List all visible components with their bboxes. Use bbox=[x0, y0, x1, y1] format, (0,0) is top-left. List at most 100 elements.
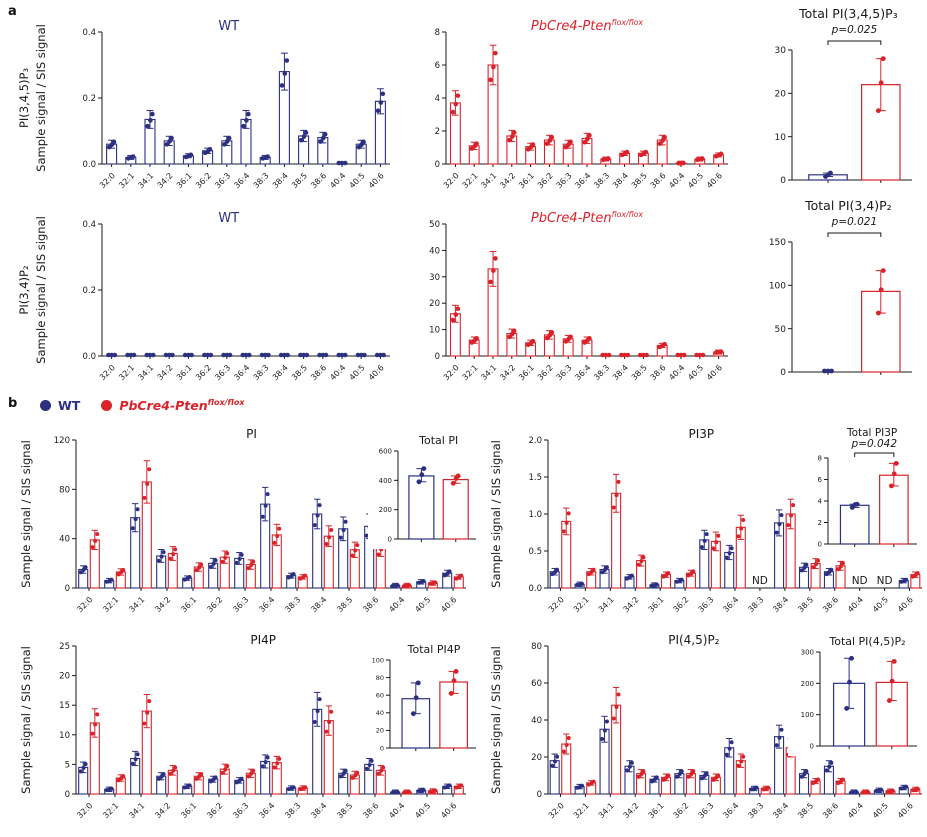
svg-text:38:4: 38:4 bbox=[771, 801, 790, 820]
svg-text:4: 4 bbox=[435, 94, 440, 104]
svg-text:Sample signal / SIS signal: Sample signal / SIS signal bbox=[34, 24, 48, 172]
svg-text:4: 4 bbox=[818, 497, 823, 505]
svg-text:0.2: 0.2 bbox=[82, 94, 96, 104]
svg-text:40:5: 40:5 bbox=[686, 363, 705, 382]
svg-text:40:6: 40:6 bbox=[705, 363, 724, 382]
svg-text:32:0: 32:0 bbox=[98, 363, 117, 382]
svg-text:8: 8 bbox=[435, 28, 440, 38]
svg-text:38:5: 38:5 bbox=[290, 363, 309, 382]
chart-pi: 0 40 80 120 32:0 32:1 34:1 34:2 36:1 36:2 36:3 36:4… bbox=[14, 424, 470, 626]
svg-text:6: 6 bbox=[818, 476, 823, 484]
svg-text:Sample signal / SIS signal: Sample signal / SIS signal bbox=[19, 646, 33, 794]
svg-text:PI: PI bbox=[246, 427, 257, 441]
chart-pi345p3-pten: 0 2 4 6 8 32:0 32:1 34:1 34:2 36:1 36:2 36:3 36:4 38:… bbox=[412, 6, 736, 198]
svg-text:PI4P: PI4P bbox=[250, 633, 276, 647]
svg-text:PI(3,4,5)P₃: PI(3,4,5)P₃ bbox=[17, 68, 31, 128]
svg-text:36:2: 36:2 bbox=[205, 595, 224, 614]
wt-legend-dot bbox=[40, 400, 51, 412]
svg-text:36:2: 36:2 bbox=[205, 801, 224, 820]
svg-text:80: 80 bbox=[59, 485, 70, 495]
svg-text:38:3: 38:3 bbox=[252, 363, 271, 382]
svg-text:36:2: 36:2 bbox=[536, 171, 555, 190]
svg-text:40:4: 40:4 bbox=[387, 801, 406, 820]
svg-text:0.0: 0.0 bbox=[528, 584, 542, 594]
svg-text:0: 0 bbox=[435, 352, 440, 362]
svg-text:36:1: 36:1 bbox=[175, 363, 194, 382]
svg-text:Total PI(3,4,5)P₃: Total PI(3,4,5)P₃ bbox=[798, 6, 898, 21]
svg-text:36:1: 36:1 bbox=[175, 171, 194, 190]
svg-text:32:1: 32:1 bbox=[117, 363, 136, 382]
svg-text:38:6: 38:6 bbox=[309, 171, 328, 190]
svg-text:36:2: 36:2 bbox=[536, 363, 555, 382]
chart-pi45p2: 0 20 40 60 80 32:0 32:1 34:1 34:2 36:1 36:2 36:3 36:… bbox=[484, 630, 925, 836]
svg-text:38:5: 38:5 bbox=[335, 801, 354, 820]
svg-text:2.0: 2.0 bbox=[528, 436, 542, 446]
svg-text:38:3: 38:3 bbox=[283, 801, 302, 820]
svg-text:38:3: 38:3 bbox=[252, 171, 271, 190]
chart-pi3p: 0.0 0.5 1.0 1.5 2.0 32:0 32:1 34:1 34:2 36:1 36:2 3… bbox=[484, 424, 925, 626]
svg-text:8: 8 bbox=[818, 454, 822, 462]
svg-text:32:1: 32:1 bbox=[101, 801, 120, 820]
svg-text:15: 15 bbox=[59, 701, 70, 711]
panel-b-label: b bbox=[8, 396, 18, 411]
svg-text:40:6: 40:6 bbox=[367, 171, 386, 190]
svg-text:60: 60 bbox=[376, 691, 384, 699]
svg-text:1.0: 1.0 bbox=[528, 510, 542, 520]
svg-text:20: 20 bbox=[376, 727, 384, 735]
svg-text:34:2: 34:2 bbox=[156, 171, 175, 190]
svg-text:600: 600 bbox=[379, 447, 392, 455]
svg-text:38:5: 38:5 bbox=[796, 801, 815, 820]
svg-text:40:6: 40:6 bbox=[896, 801, 915, 820]
svg-text:0: 0 bbox=[388, 535, 392, 543]
svg-text:36:3: 36:3 bbox=[231, 595, 250, 614]
svg-text:40: 40 bbox=[429, 246, 440, 256]
svg-text:36:1: 36:1 bbox=[517, 171, 536, 190]
svg-text:20: 20 bbox=[775, 89, 787, 99]
svg-text:32:1: 32:1 bbox=[572, 801, 591, 820]
svg-text:36:4: 36:4 bbox=[257, 595, 276, 614]
svg-text:20: 20 bbox=[429, 299, 440, 309]
svg-text:38:6: 38:6 bbox=[821, 801, 840, 820]
svg-text:34:1: 34:1 bbox=[479, 363, 498, 382]
svg-text:Total PI: Total PI bbox=[418, 434, 458, 447]
svg-text:36:2: 36:2 bbox=[194, 363, 213, 382]
svg-text:36:4: 36:4 bbox=[232, 363, 251, 382]
svg-text:0.4: 0.4 bbox=[82, 28, 96, 38]
svg-text:38:5: 38:5 bbox=[796, 595, 815, 614]
svg-text:6: 6 bbox=[435, 61, 440, 71]
svg-text:p=0.042: p=0.042 bbox=[851, 438, 898, 450]
svg-text:36:2: 36:2 bbox=[671, 801, 690, 820]
svg-text:200: 200 bbox=[379, 506, 392, 514]
chart-pi345p3-wt: 0.0 0.2 0.4 32:0 32:1 34:1 34:2 36:1 36:2 36:3 36:… bbox=[14, 6, 396, 198]
svg-text:34:1: 34:1 bbox=[127, 801, 146, 820]
svg-text:38:4: 38:4 bbox=[611, 363, 630, 382]
svg-text:38:3: 38:3 bbox=[283, 595, 302, 614]
svg-text:0: 0 bbox=[810, 742, 814, 750]
svg-text:100: 100 bbox=[769, 281, 786, 291]
svg-text:40:6: 40:6 bbox=[705, 171, 724, 190]
svg-text:38:4: 38:4 bbox=[771, 595, 790, 614]
svg-text:38:4: 38:4 bbox=[611, 171, 630, 190]
svg-text:0: 0 bbox=[65, 584, 70, 594]
svg-text:34:1: 34:1 bbox=[597, 801, 616, 820]
svg-text:0.0: 0.0 bbox=[82, 160, 96, 170]
svg-text:0.5: 0.5 bbox=[528, 547, 542, 557]
svg-text:34:2: 34:2 bbox=[498, 171, 517, 190]
svg-text:PI(3,4)P₂: PI(3,4)P₂ bbox=[17, 265, 31, 314]
svg-text:Total PI4P: Total PI4P bbox=[407, 643, 461, 656]
svg-text:PbCre4-Ptenflox/flox: PbCre4-Ptenflox/flox bbox=[531, 18, 644, 34]
wt-legend-label: WT bbox=[58, 398, 81, 414]
chart-pi34p2-pten: 0 10 20 30 40 50 32:0 32:1 34:1 34:2 36:1 36:2 36:3 3… bbox=[412, 198, 736, 390]
svg-text:38:6: 38:6 bbox=[821, 595, 840, 614]
svg-text:20: 20 bbox=[59, 672, 70, 682]
svg-text:38:3: 38:3 bbox=[746, 595, 765, 614]
svg-text:ND: ND bbox=[877, 575, 893, 587]
svg-text:38:4: 38:4 bbox=[271, 363, 290, 382]
svg-text:10: 10 bbox=[775, 133, 787, 143]
svg-text:34:2: 34:2 bbox=[156, 363, 175, 382]
svg-text:40:4: 40:4 bbox=[667, 363, 686, 382]
svg-text:36:4: 36:4 bbox=[573, 363, 592, 382]
svg-text:34:1: 34:1 bbox=[127, 595, 146, 614]
svg-text:38:6: 38:6 bbox=[649, 363, 668, 382]
